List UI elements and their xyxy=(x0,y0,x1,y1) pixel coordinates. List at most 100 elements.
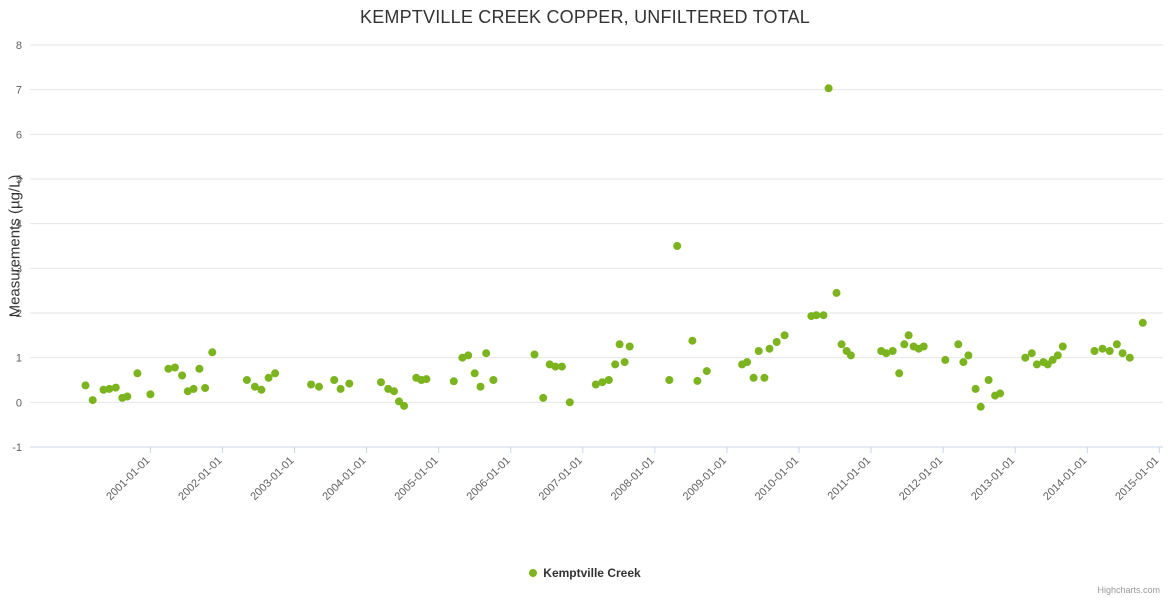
data-point[interactable] xyxy=(557,362,566,371)
data-point[interactable] xyxy=(895,369,904,378)
data-point[interactable] xyxy=(1021,353,1030,362)
data-point[interactable] xyxy=(539,393,548,402)
data-point[interactable] xyxy=(743,358,752,367)
x-tick-label: 2008-01-01 xyxy=(609,455,657,503)
data-point[interactable] xyxy=(307,380,316,389)
data-point[interactable] xyxy=(772,338,781,346)
data-point[interactable] xyxy=(837,340,846,349)
data-point[interactable] xyxy=(330,376,339,384)
data-point[interactable] xyxy=(693,376,702,385)
data-point[interactable] xyxy=(470,369,479,378)
data-point[interactable] xyxy=(1027,349,1036,358)
y-tick-label: 6 xyxy=(16,129,22,141)
data-point[interactable] xyxy=(1098,344,1107,353)
data-point[interactable] xyxy=(1090,347,1099,355)
data-point[interactable] xyxy=(315,382,323,391)
data-point[interactable] xyxy=(615,340,624,349)
data-point[interactable] xyxy=(178,371,187,380)
data-point[interactable] xyxy=(971,384,980,393)
data-point[interactable] xyxy=(336,384,345,393)
data-point[interactable] xyxy=(242,376,251,384)
data-point[interactable] xyxy=(123,392,132,401)
data-point[interactable] xyxy=(812,311,821,320)
x-tick-label: 2007-01-01 xyxy=(537,455,585,503)
data-point[interactable] xyxy=(754,347,763,355)
data-point[interactable] xyxy=(345,379,354,388)
data-point[interactable] xyxy=(271,369,280,378)
data-point[interactable] xyxy=(551,362,560,371)
data-point[interactable] xyxy=(954,340,963,349)
data-point[interactable] xyxy=(1118,349,1127,358)
data-point[interactable] xyxy=(620,358,629,367)
data-point[interactable] xyxy=(591,380,600,389)
data-point[interactable] xyxy=(598,378,607,387)
data-point[interactable] xyxy=(673,242,682,250)
data-point[interactable] xyxy=(900,340,909,349)
data-point[interactable] xyxy=(688,336,697,345)
data-point[interactable] xyxy=(264,373,273,382)
data-point[interactable] xyxy=(1112,340,1121,349)
data-point[interactable] xyxy=(449,377,458,386)
data-point[interactable] xyxy=(257,385,266,394)
data-point[interactable] xyxy=(377,378,385,387)
legend-item-kemptville-creek[interactable]: Kemptville Creek xyxy=(0,566,1170,580)
data-point[interactable] xyxy=(400,401,409,410)
data-point[interactable] xyxy=(749,373,758,382)
data-point[interactable] xyxy=(665,376,674,384)
data-point[interactable] xyxy=(941,355,950,364)
data-point[interactable] xyxy=(81,381,90,390)
data-point[interactable] xyxy=(625,342,634,351)
data-point[interactable] xyxy=(611,360,620,369)
data-point[interactable] xyxy=(565,398,574,407)
data-point[interactable] xyxy=(702,367,711,376)
data-point[interactable] xyxy=(489,376,498,384)
data-point[interactable] xyxy=(919,342,928,351)
data-point[interactable] xyxy=(976,402,985,411)
data-point[interactable] xyxy=(146,390,155,399)
data-point[interactable] xyxy=(1058,342,1067,351)
data-point[interactable] xyxy=(846,351,855,360)
data-point[interactable] xyxy=(482,349,491,358)
data-point[interactable] xyxy=(1032,360,1041,369)
data-point[interactable] xyxy=(88,396,97,405)
data-point[interactable] xyxy=(133,369,142,378)
data-point[interactable] xyxy=(208,348,217,357)
data-point[interactable] xyxy=(996,389,1005,398)
data-point[interactable] xyxy=(984,376,993,384)
data-point[interactable] xyxy=(882,349,891,358)
highcharts-credits-link[interactable]: Highcharts.com xyxy=(1097,585,1160,595)
data-point[interactable] xyxy=(904,331,913,340)
data-point[interactable] xyxy=(964,351,973,360)
data-point[interactable] xyxy=(476,382,485,391)
data-point[interactable] xyxy=(1138,318,1147,327)
data-point[interactable] xyxy=(1105,347,1114,355)
legend-label: Kemptville Creek xyxy=(543,566,641,580)
data-point[interactable] xyxy=(105,384,114,393)
data-point[interactable] xyxy=(164,364,173,373)
data-point[interactable] xyxy=(604,376,613,384)
x-tick-label: 2001-01-01 xyxy=(104,455,152,503)
data-point[interactable] xyxy=(390,387,398,396)
data-point[interactable] xyxy=(888,347,897,355)
data-point[interactable] xyxy=(189,384,198,393)
data-point[interactable] xyxy=(959,358,968,367)
data-point[interactable] xyxy=(464,351,473,360)
y-axis-title: Measurements (µg/L) xyxy=(6,174,24,318)
data-point[interactable] xyxy=(780,331,789,340)
data-point[interactable] xyxy=(1053,351,1062,360)
data-point[interactable] xyxy=(765,344,774,353)
data-point[interactable] xyxy=(824,84,833,93)
data-point[interactable] xyxy=(250,382,259,391)
data-point[interactable] xyxy=(201,384,210,392)
data-point[interactable] xyxy=(422,375,431,384)
data-point[interactable] xyxy=(760,373,769,382)
data-point[interactable] xyxy=(1125,353,1134,362)
data-point[interactable] xyxy=(819,311,828,320)
data-point[interactable] xyxy=(530,350,539,359)
data-point[interactable] xyxy=(111,383,120,392)
data-point[interactable] xyxy=(170,363,179,372)
y-tick-label: 3 xyxy=(16,263,22,275)
data-point[interactable] xyxy=(195,364,204,373)
data-point[interactable] xyxy=(832,288,841,297)
